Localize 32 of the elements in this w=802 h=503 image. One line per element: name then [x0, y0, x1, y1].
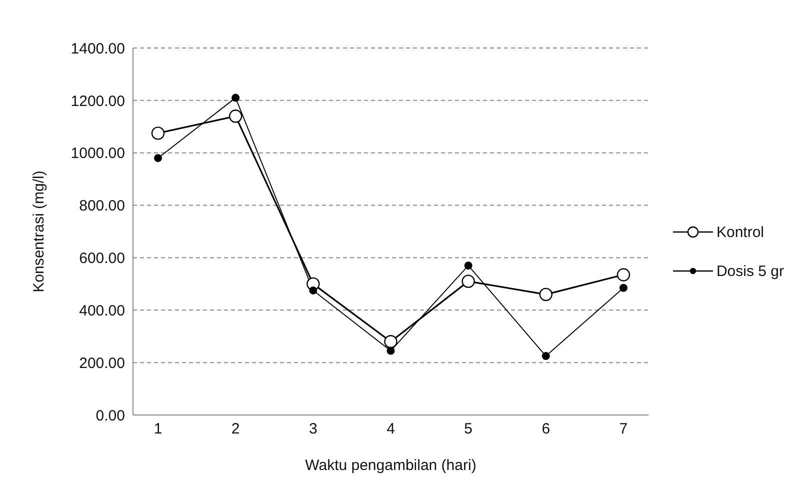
- point: [462, 274, 475, 288]
- x-tick-label: 6: [542, 420, 550, 438]
- y-tick-label: 800.00: [79, 198, 125, 215]
- x-tick-label: 2: [231, 420, 240, 438]
- point: [616, 268, 630, 282]
- x-axis-title: Waktu pengambilan (hari): [305, 457, 476, 474]
- y-tick-label: 1400.00: [70, 40, 125, 58]
- point: [309, 286, 318, 294]
- y-tick-label: 600.00: [79, 250, 125, 268]
- y-tick-label: 1200.00: [70, 92, 125, 110]
- x-tick-label: 4: [386, 420, 395, 438]
- point: [619, 284, 628, 292]
- point: [386, 346, 395, 355]
- point: [539, 288, 552, 302]
- y-tick-label: 1000.00: [70, 145, 125, 162]
- point: [384, 335, 398, 348]
- point: [228, 110, 242, 123]
- x-tick-label: 3: [308, 420, 318, 438]
- y-tick-label: 400.00: [79, 302, 125, 320]
- point: [464, 262, 472, 270]
- point: [154, 154, 162, 162]
- x-tick-label: 7: [619, 420, 628, 438]
- point: [151, 126, 165, 140]
- point: [542, 352, 550, 360]
- y-axis-title: Konsentrasi (mg/l): [30, 170, 48, 292]
- point: [232, 94, 240, 102]
- legend-label: Kontrol: [716, 224, 764, 240]
- x-tick-label: 5: [464, 420, 472, 438]
- legend-label: Dosis 5 gr: [716, 262, 784, 280]
- y-tick-label: 0.00: [96, 407, 125, 424]
- x-tick-label: 1: [154, 420, 162, 438]
- y-tick-label: 200.00: [79, 354, 125, 372]
